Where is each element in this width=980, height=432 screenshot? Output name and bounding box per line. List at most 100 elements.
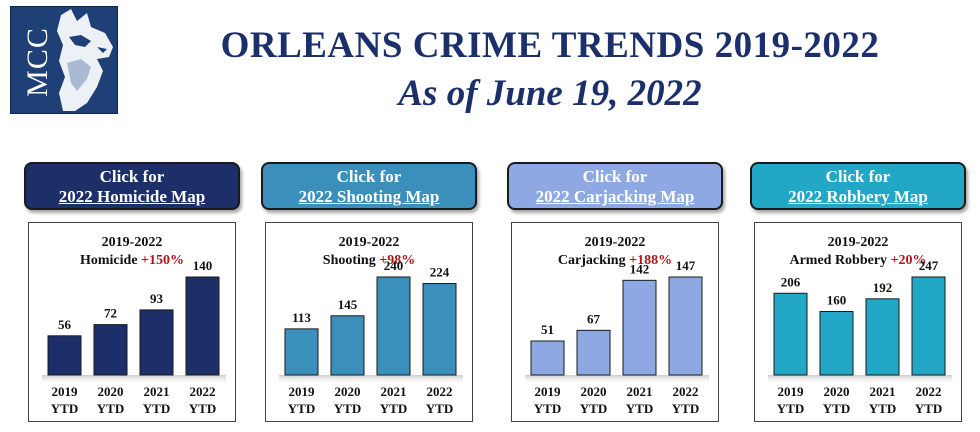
tick-label: 2019 — [289, 384, 316, 399]
chart-floor — [768, 375, 952, 385]
tick-label: 2020 — [581, 384, 607, 399]
tick-label: YTD — [189, 401, 216, 416]
crime-heading: Shooting +98% — [266, 253, 472, 269]
robbery-chart: 206 2019 YTD 160 2020 YTD 192 2021 YTD 247 2022 YTD — [768, 258, 952, 416]
tick-label: YTD — [51, 401, 78, 416]
tick-label: 2019 — [778, 384, 805, 399]
bar — [47, 335, 82, 376]
tick-label: YTD — [777, 401, 804, 416]
data-label: 72 — [104, 306, 117, 321]
data-label: 93 — [150, 291, 164, 306]
tick-label: YTD — [580, 401, 607, 416]
range-label: 2019-2022 — [827, 235, 889, 250]
data-label: 224 — [430, 265, 450, 280]
change-percent: +150% — [141, 253, 185, 268]
range-label: 2019-2022 — [584, 235, 646, 250]
panel-carjacking: Click for 2022 Carjacking Map 2019-2022 … — [507, 162, 723, 422]
panel-shooting: Click for 2022 Shooting Map 2019-2022 Sh… — [261, 162, 477, 422]
bar — [530, 340, 565, 376]
homicide-map-button[interactable]: Click for 2022 Homicide Map — [24, 162, 240, 210]
data-label: 206 — [781, 274, 801, 289]
bar — [865, 298, 900, 376]
tick-label: 2021 — [627, 384, 653, 399]
bar — [668, 276, 703, 376]
carjacking-map-link[interactable]: 2022 Carjacking Map — [535, 187, 695, 206]
homicide-chart: 56 2019 YTD 72 2020 YTD 93 2021 YTD 140 2022 YTD — [42, 258, 226, 416]
bar — [622, 279, 657, 376]
bar — [330, 315, 365, 376]
tick-label: 2021 — [870, 384, 896, 399]
tick-label: 2019 — [52, 384, 79, 399]
data-label: 160 — [827, 293, 847, 308]
data-label: 51 — [541, 322, 554, 337]
panel-homicide: Click for 2022 Homicide Map 2019-2022 Ho… — [24, 162, 240, 422]
tick-label: 2021 — [381, 384, 407, 399]
robbery-chart-card: 2019-2022 Armed Robbery +20% 206 2019 YTD 1… — [754, 222, 962, 422]
tick-label: 2021 — [144, 384, 170, 399]
tick-label: 2022 — [673, 384, 699, 399]
tick-label: 2020 — [824, 384, 850, 399]
tick-label: YTD — [143, 401, 170, 416]
wolf-icon — [57, 9, 113, 111]
homicide-chart-card: 2019-2022 Homicide +150% 56 2019 YTD 72 2020… — [28, 222, 236, 422]
bar — [376, 276, 411, 376]
homicide-map-link[interactable]: 2022 Homicide Map — [58, 187, 206, 206]
bar — [139, 309, 174, 376]
tick-label: 2022 — [190, 384, 216, 399]
crime-label: Carjacking — [557, 253, 626, 268]
bar — [911, 276, 946, 376]
tick-label: YTD — [288, 401, 315, 416]
page-title: ORLEANS CRIME TRENDS 2019-2022 — [220, 25, 880, 66]
carjacking-chart: 51 2019 YTD 67 2020 YTD 142 2021 YTD 147 2022 YTD — [525, 258, 709, 416]
crime-label: Armed Robbery — [789, 253, 888, 268]
tick-label: YTD — [334, 401, 361, 416]
shooting-chart-card: 2019-2022 Shooting +98% 113 2019 YTD 145 202… — [265, 222, 473, 422]
data-label: 142 — [630, 261, 650, 276]
button-line1: Click for — [336, 167, 402, 186]
data-label: 145 — [338, 297, 358, 312]
tick-label: YTD — [97, 401, 124, 416]
robbery-map-link[interactable]: 2022 Robbery Map — [788, 187, 928, 206]
mcc-logo: MCC — [10, 6, 118, 114]
button-line1: Click for — [825, 167, 891, 186]
bar — [422, 283, 457, 376]
button-line1: Click for — [582, 167, 648, 186]
change-percent: +98% — [379, 253, 416, 268]
crime-label: Homicide — [79, 253, 138, 268]
button-line1: Click for — [99, 167, 165, 186]
robbery-map-button[interactable]: Click for 2022 Robbery Map — [750, 162, 966, 210]
page-subtitle: As of June 19, 2022 — [398, 73, 702, 114]
tick-label: 2022 — [427, 384, 453, 399]
data-label: 56 — [58, 317, 72, 332]
data-label: 113 — [292, 310, 311, 325]
data-label: 147 — [676, 258, 696, 273]
tick-label: YTD — [823, 401, 850, 416]
crime-label: Shooting — [322, 253, 376, 268]
tick-label: YTD — [380, 401, 407, 416]
crime-heading: Homicide +150% — [29, 253, 235, 269]
tick-label: 2019 — [535, 384, 562, 399]
tick-label: 2020 — [98, 384, 124, 399]
range-label: 2019-2022 — [338, 235, 400, 250]
tick-label: YTD — [869, 401, 896, 416]
tick-label: 2020 — [335, 384, 361, 399]
data-label: 192 — [873, 280, 893, 295]
tick-label: YTD — [626, 401, 653, 416]
tick-label: YTD — [915, 401, 942, 416]
tick-label: YTD — [426, 401, 453, 416]
carjacking-map-button[interactable]: Click for 2022 Carjacking Map — [507, 162, 723, 210]
bar — [773, 292, 808, 376]
shooting-map-button[interactable]: Click for 2022 Shooting Map — [261, 162, 477, 210]
data-label: 140 — [193, 258, 213, 273]
crime-heading: Carjacking +188% — [512, 253, 718, 269]
bar — [819, 311, 854, 376]
range-label: 2019-2022 — [101, 235, 163, 250]
shooting-map-link[interactable]: 2022 Shooting Map — [298, 187, 440, 206]
chart-floor — [42, 375, 226, 385]
carjacking-chart-card: 2019-2022 Carjacking +188% 51 2019 YTD 67 20… — [511, 222, 719, 422]
tick-label: 2022 — [916, 384, 942, 399]
data-label: 247 — [919, 258, 939, 273]
tick-label: YTD — [534, 401, 561, 416]
change-percent: +20% — [890, 253, 927, 268]
panel-robbery: Click for 2022 Robbery Map 2019-2022 Arm… — [750, 162, 966, 422]
